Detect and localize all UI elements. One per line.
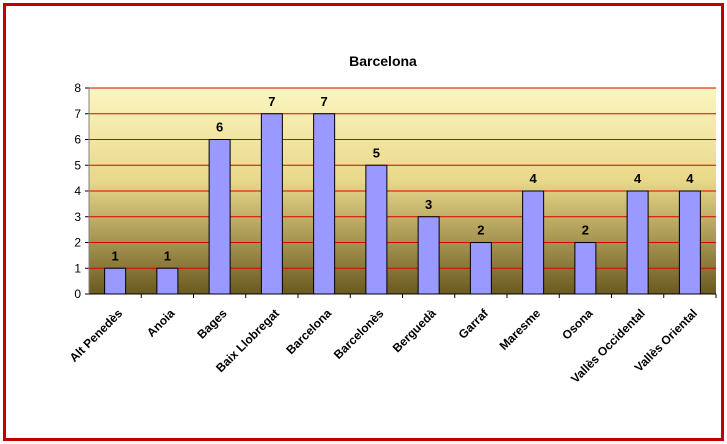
x-tick-label: Berguedà [390, 306, 439, 355]
y-tick-label: 1 [74, 261, 81, 275]
data-label: 5 [373, 145, 380, 160]
y-tick-label: 8 [74, 81, 81, 95]
y-tick-label: 0 [74, 287, 81, 301]
chart-title: Barcelona [349, 53, 417, 69]
bar [260, 113, 283, 295]
x-tick-label: Garraf [456, 306, 492, 342]
data-label: 1 [164, 248, 171, 263]
bar-chart: Barcelona 0 1 2 3 4 5 6 7 8 1 Alt Penedès 1 Anoia 6 Ba… [67, 53, 717, 386]
y-tick-label: 4 [74, 184, 81, 198]
x-tick-label: Barcelonès [331, 306, 387, 362]
bar [522, 190, 545, 295]
y-tick-label: 5 [74, 158, 81, 172]
y-tick-label: 7 [74, 107, 81, 121]
bar [574, 242, 597, 295]
x-tick-label: Osona [559, 306, 596, 343]
x-tick-label: Maresme [497, 306, 544, 353]
y-tick-label: 6 [74, 133, 81, 147]
data-label: 4 [530, 171, 538, 186]
chart-frame: Barcelona 0 1 2 3 4 5 6 7 8 1 Alt Penedès 1 Anoia 6 Ba… [3, 3, 724, 441]
x-tick-label: Bages [194, 306, 230, 342]
bar [678, 190, 701, 295]
bar [469, 242, 492, 295]
data-label: 4 [686, 171, 694, 186]
x-tick-label: Anoia [144, 306, 178, 340]
data-label: 6 [216, 120, 223, 135]
x-tick-label: Barcelona [283, 306, 334, 357]
data-label: 2 [582, 223, 589, 238]
data-label: 7 [268, 94, 275, 109]
data-label: 3 [425, 197, 432, 212]
bar [417, 216, 440, 295]
y-tick-label: 2 [74, 236, 81, 250]
bar [104, 267, 127, 295]
y-tick-label: 3 [74, 210, 81, 224]
data-label: 7 [321, 94, 328, 109]
bar [156, 267, 179, 295]
data-label: 2 [477, 223, 484, 238]
bar [365, 164, 388, 295]
x-tick-label: Alt Penedès [67, 306, 126, 365]
data-label: 4 [634, 171, 642, 186]
data-label: 1 [112, 248, 119, 263]
bar [313, 113, 336, 295]
bar [208, 139, 231, 295]
bar [626, 190, 649, 295]
